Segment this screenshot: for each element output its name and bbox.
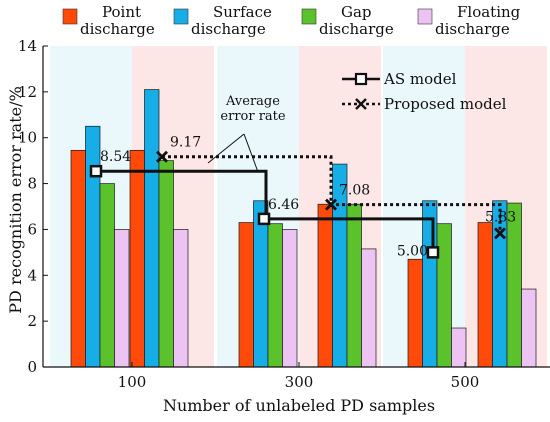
annotation-line-2: error rate <box>220 109 285 124</box>
y-tick-label-12: 12 <box>18 83 37 101</box>
proposed-marker-100 <box>156 150 168 163</box>
bar-100-proposed-floating <box>173 229 189 368</box>
bar-500-as-floating <box>451 327 467 368</box>
x-tick-label-300: 300 <box>285 373 314 391</box>
y-tick-label-2: 2 <box>27 312 37 330</box>
legend-swatch-surface <box>173 8 189 25</box>
legend-label-floating-2: discharge <box>435 20 510 38</box>
proposed-value-label-500: 5.83 <box>485 209 516 225</box>
y-axis-label: PD recognition error rate/% <box>6 86 25 313</box>
x-axis-label: Number of unlabeled PD samples <box>163 396 435 415</box>
proposed-value-label-300: 7.08 <box>339 183 370 199</box>
proposed-marker-500 <box>494 227 506 240</box>
legend-label-surface-2: discharge <box>191 20 266 38</box>
legend: PointdischargeSurfacedischargeGapdischar… <box>62 3 521 113</box>
axes: 0 2 4 6 8 10 12 14 100 300 500 <box>18 37 550 391</box>
legend-proposed-label: Proposed model <box>384 95 507 113</box>
legend-label-surface-1: Surface <box>213 3 272 21</box>
annotation-arrows <box>207 133 259 173</box>
y-tick-label-14: 14 <box>18 37 37 55</box>
bars <box>70 89 537 368</box>
bar-500-proposed-surface <box>492 200 508 368</box>
bar-100-proposed-surface <box>144 89 160 368</box>
bar-300-proposed-floating <box>361 248 377 368</box>
proposed-value-label-100: 9.17 <box>170 135 201 151</box>
bar-300-as-gap <box>267 223 283 368</box>
as-value-label-300: 6.46 <box>268 197 299 213</box>
y-tick-label-0: 0 <box>27 358 37 376</box>
legend-label-gap-2: discharge <box>319 20 394 38</box>
bar-300-as-point <box>238 222 254 368</box>
y-tick-label-6: 6 <box>27 220 37 238</box>
legend-label-floating-1: Floating <box>457 3 521 21</box>
bar-300-as-floating <box>282 229 298 368</box>
bar-100-as-gap <box>99 183 115 368</box>
bar-100-as-point <box>70 149 86 368</box>
legend-swatch-gap <box>301 8 317 25</box>
bar-500-proposed-gap <box>506 202 522 368</box>
proposed-marker-300 <box>325 198 337 211</box>
legend-label-point-1: Point <box>102 3 141 21</box>
legend-swatch-floating <box>417 8 433 25</box>
legend-label-gap-1: Gap <box>341 3 372 21</box>
x-tick-label-500: 500 <box>451 373 480 391</box>
bar-500-as-gap <box>436 223 452 368</box>
bar-300-as-surface <box>253 200 269 368</box>
bar-300-proposed-point <box>317 203 333 368</box>
legend-swatch-point <box>62 8 78 25</box>
bar-100-proposed-point <box>129 149 145 368</box>
bar-100-as-surface <box>85 125 101 368</box>
legend-proposed-marker <box>355 98 367 110</box>
as-marker-100 <box>89 164 103 178</box>
bar-500-as-surface <box>422 200 438 368</box>
as-value-label-100: 8.54 <box>100 149 131 165</box>
x-tick-label-100: 100 <box>118 373 147 391</box>
as-marker-500 <box>426 246 440 259</box>
bar-500-as-point <box>407 258 423 368</box>
bar-300-proposed-gap <box>346 203 362 368</box>
bar-500-proposed-point <box>477 222 493 368</box>
legend-as-label: AS model <box>383 70 457 88</box>
legend-as-marker <box>354 72 368 86</box>
y-tick-label-10: 10 <box>18 129 37 147</box>
as-marker-300 <box>257 212 271 226</box>
bar-100-proposed-gap <box>158 160 174 368</box>
annotation-line-1: Average <box>225 94 280 109</box>
average-lines <box>89 150 506 259</box>
bar-500-proposed-floating <box>521 288 537 368</box>
as-value-label-500: 5.00 <box>397 243 428 259</box>
bar-100-as-floating <box>114 229 130 368</box>
y-tick-label-8: 8 <box>27 175 37 193</box>
legend-label-point-2: discharge <box>80 20 155 38</box>
y-tick-label-4: 4 <box>27 266 37 284</box>
